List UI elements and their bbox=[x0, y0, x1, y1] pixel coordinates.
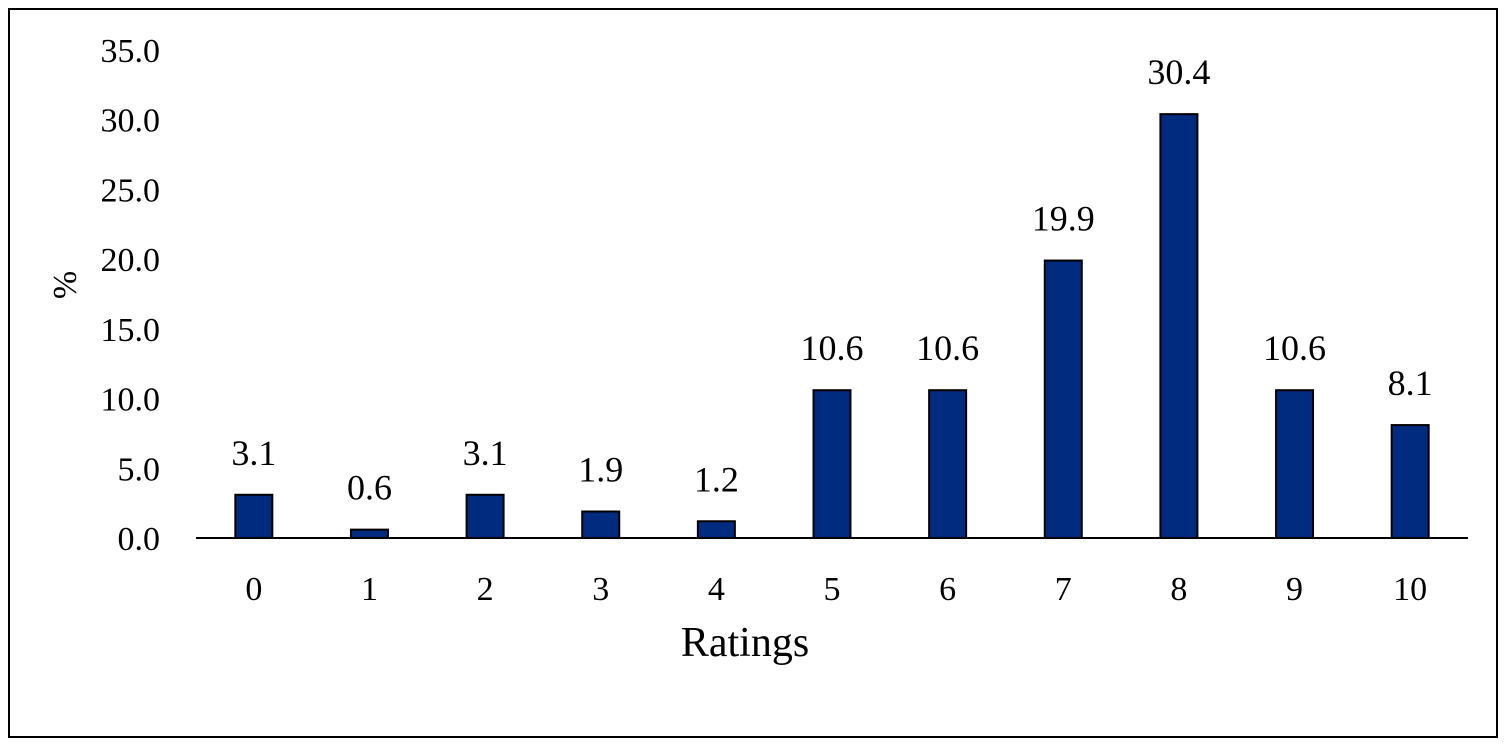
y-tick-label: 30.0 bbox=[101, 103, 161, 140]
x-tick-label: 1 bbox=[361, 571, 378, 608]
x-tick-label: 5 bbox=[824, 571, 841, 608]
bar bbox=[1159, 113, 1199, 539]
data-label: 10.6 bbox=[916, 328, 979, 368]
data-label: 1.9 bbox=[578, 450, 623, 490]
bar bbox=[928, 389, 968, 539]
x-tick-label: 9 bbox=[1286, 571, 1303, 608]
y-axis-title: % bbox=[47, 271, 84, 299]
bar bbox=[234, 493, 274, 539]
x-tick-label: 6 bbox=[939, 571, 956, 608]
bar bbox=[349, 528, 389, 539]
data-label: 3.1 bbox=[463, 433, 508, 473]
data-label: 3.1 bbox=[231, 433, 276, 473]
bar bbox=[696, 520, 736, 539]
bar bbox=[812, 389, 852, 539]
x-tick-label: 7 bbox=[1055, 571, 1072, 608]
x-axis-title: Ratings bbox=[681, 620, 809, 666]
data-label: 10.6 bbox=[1263, 328, 1326, 368]
bars bbox=[234, 113, 1430, 540]
x-tick-label: 4 bbox=[708, 571, 725, 608]
y-tick-label: 5.0 bbox=[118, 451, 161, 488]
data-label: 0.6 bbox=[347, 468, 392, 508]
y-tick-label: 0.0 bbox=[118, 521, 161, 558]
x-tick-label: 10 bbox=[1393, 571, 1427, 608]
bar bbox=[1275, 389, 1315, 539]
chart-frame bbox=[8, 8, 1498, 738]
x-tick-label: 8 bbox=[1170, 571, 1187, 608]
y-tick-label: 10.0 bbox=[101, 382, 161, 419]
bar bbox=[1043, 259, 1083, 539]
data-label: 10.6 bbox=[801, 328, 864, 368]
x-axis-ticks: 0 1 2 3 4 5 6 7 8 9 10 bbox=[245, 571, 1427, 608]
y-axis-ticks: 0.0 5.0 10.0 15.0 20.0 25.0 30.0 35.0 bbox=[101, 33, 161, 558]
x-tick-label: 2 bbox=[477, 571, 494, 608]
y-tick-label: 35.0 bbox=[101, 33, 161, 70]
data-labels: 3.1 0.6 3.1 1.9 1.2 10.6 10.6 19.9 30.4 10.6 8.1 bbox=[231, 52, 1432, 507]
x-tick-label: 0 bbox=[245, 571, 262, 608]
bar bbox=[581, 510, 621, 540]
data-label: 1.2 bbox=[694, 459, 739, 499]
data-label: 30.4 bbox=[1147, 52, 1210, 92]
y-tick-label: 20.0 bbox=[101, 242, 161, 279]
y-tick-label: 15.0 bbox=[101, 312, 161, 349]
bar bbox=[1390, 424, 1430, 540]
data-label: 8.1 bbox=[1388, 363, 1433, 403]
y-tick-label: 25.0 bbox=[101, 172, 161, 209]
data-label: 19.9 bbox=[1032, 199, 1095, 239]
bar bbox=[465, 493, 505, 539]
x-tick-label: 3 bbox=[592, 571, 609, 608]
